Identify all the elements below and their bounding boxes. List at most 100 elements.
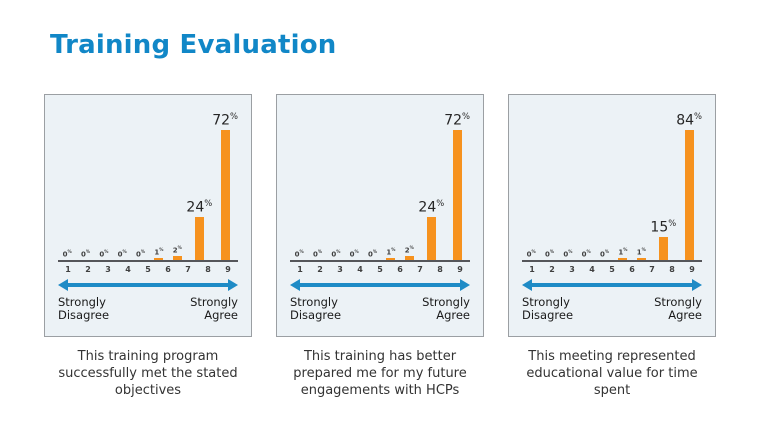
bar-slot: 0% (363, 95, 381, 260)
chart-caption-1: This training program successfully met t… (58, 349, 238, 398)
x-tick-label: 2 (549, 264, 555, 274)
bar-value-label: 0% (544, 248, 555, 258)
bar-slot: 24% (418, 95, 444, 260)
bar-slot: 84% (676, 95, 702, 260)
bar-value-number: 0 (544, 249, 550, 258)
bar-value-label: 0% (80, 249, 90, 258)
bar-value-number: 1 (618, 247, 624, 256)
percent-sign: % (391, 246, 396, 252)
bar-slot: 15% (650, 95, 676, 260)
scale-label-row: Strongly Disagree Strongly Agree (522, 295, 702, 323)
bar (386, 257, 396, 260)
scale-label-agree: Strongly Agree (422, 294, 470, 323)
bar (636, 257, 646, 260)
bar-value-label: 0% (563, 248, 573, 258)
bar-slot: 0% (595, 95, 613, 260)
bar-value-number: 2 (172, 245, 178, 254)
percent-sign: % (694, 111, 702, 122)
bar (426, 216, 436, 260)
arrow-shaft (530, 282, 694, 287)
x-tick-row: 1 2 3 4 5 6 7 8 9 (522, 262, 702, 277)
scale-label-disagree: Strongly Disagree (290, 294, 342, 323)
x-axis-line (58, 259, 238, 262)
bar-slot: 0% (290, 95, 308, 260)
percent-sign: % (122, 248, 127, 254)
percent-sign: % (604, 248, 610, 254)
x-tick-label: 8 (669, 264, 675, 274)
bar-value-number: 0 (62, 249, 68, 258)
bar (172, 255, 182, 260)
bar-value-label: 84% (676, 112, 702, 128)
chart-panel-1: 0% 0% 0% 0% 0% 1% 2% 24% 72% 1 2 3 4 5 6 7 8 9 Strongly Di… (44, 94, 252, 337)
bar-value-label: 0% (600, 248, 610, 258)
bar-value-number: 84 (676, 112, 695, 129)
bar-slot: 1% (382, 95, 400, 260)
chart-plot: 0% 0% 0% 0% 0% 1% 2% 24% 72% (58, 95, 238, 260)
bar-value-number: 0 (80, 249, 86, 258)
bar-value-label: 15% (650, 219, 676, 235)
bar-value-label: 0% (136, 248, 146, 258)
arrow-right-head-icon (460, 278, 470, 291)
percent-sign: % (67, 248, 72, 254)
percent-sign: % (641, 246, 646, 252)
x-tick-label: 6 (165, 264, 171, 274)
arrow-left-head-icon (58, 278, 68, 291)
bar (658, 236, 668, 260)
percent-sign: % (531, 248, 536, 254)
bar-slot: 0% (58, 95, 76, 260)
percent-sign: % (668, 218, 677, 229)
percent-sign: % (568, 248, 573, 254)
scale-label-row: Strongly Disagree Strongly Agree (58, 294, 238, 323)
bar-value-number: 72 (212, 112, 231, 129)
bar-value-label: 1% (386, 246, 396, 256)
page-title: Training Evaluation (50, 30, 337, 60)
percent-sign: % (140, 248, 146, 254)
bar-slot: 0% (577, 95, 595, 260)
x-tick-row: 1 2 3 4 5 6 7 8 9 (290, 262, 470, 277)
percent-sign: % (549, 248, 555, 254)
chart-plot: 0% 0% 0% 0% 0% 1% 1% 15% 84% (522, 95, 702, 260)
x-tick-label: 1 (529, 264, 535, 274)
percent-sign: % (317, 248, 323, 254)
bar-value-number: 0 (99, 249, 105, 258)
percent-sign: % (409, 244, 414, 250)
x-tick-label: 3 (337, 264, 343, 274)
x-tick-label: 7 (185, 264, 191, 274)
bar-slot: 72% (212, 95, 238, 260)
bar-value-number: 15 (650, 219, 669, 236)
x-tick-label: 5 (377, 264, 383, 274)
bar-value-label: 0% (527, 248, 536, 258)
percent-sign: % (177, 244, 182, 250)
percent-sign: % (204, 198, 213, 209)
bar-value-number: 1 (154, 247, 160, 256)
bar-slot: 0% (131, 95, 149, 260)
bar-value-label: 0% (368, 249, 377, 258)
percent-sign: % (586, 248, 591, 254)
bar-slot: 1% (614, 95, 632, 260)
x-tick-label: 8 (205, 264, 211, 274)
x-tick-label: 5 (609, 264, 615, 274)
bar-slot: 2% (168, 95, 186, 260)
percent-sign: % (104, 248, 109, 254)
bar-value-number: 1 (636, 247, 642, 256)
x-axis-line (290, 259, 470, 262)
bar-value-label: 0% (118, 248, 127, 258)
bar (404, 255, 414, 260)
bar-value-label: 2% (172, 244, 182, 254)
x-tick-label: 3 (569, 264, 575, 274)
scale-label-disagree: Strongly Disagree (58, 294, 110, 323)
bar-value-label: 0% (331, 249, 340, 258)
bar-value-label: 0% (99, 248, 109, 258)
bar-value-label: 0% (582, 248, 591, 258)
arrow-left-head-icon (290, 278, 300, 291)
x-tick-label: 1 (297, 264, 303, 274)
bar-slot: 0% (95, 95, 113, 260)
bar-value-label: 2% (405, 244, 414, 254)
percent-sign: % (159, 246, 164, 252)
scale-label-agree: Strongly Agree (190, 294, 238, 323)
bar-value-number: 72 (444, 112, 463, 129)
chart-plot: 0% 0% 0% 0% 0% 1% 2% 24% 72% (290, 95, 470, 260)
x-tick-label: 8 (437, 264, 443, 274)
bar-value-label: 1% (636, 246, 646, 256)
chart-caption-3: This meeting represented educational val… (526, 349, 698, 398)
